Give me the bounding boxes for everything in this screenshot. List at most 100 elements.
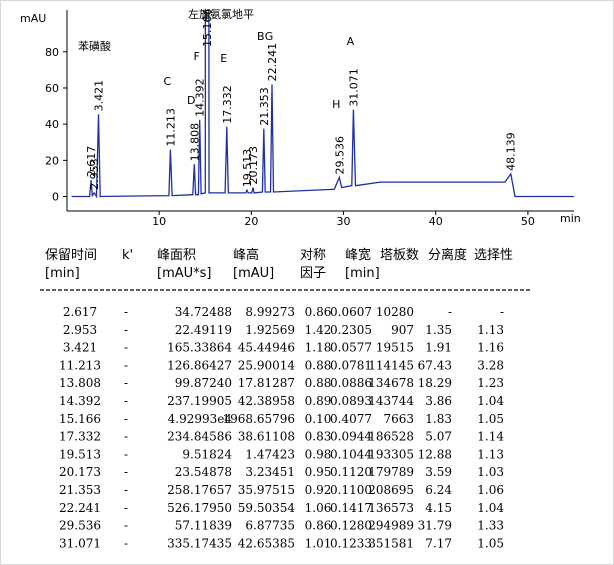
table-cell: 57.11839 [175, 519, 232, 533]
table-cell: 351581 [368, 536, 414, 550]
table-cell: 1.04 [477, 394, 504, 408]
table-cell: 1.16 [477, 341, 504, 355]
table-cell: 526.17950 [167, 501, 232, 515]
table-cell: 1968.65796 [222, 412, 295, 426]
table-cell: 7.17 [425, 536, 452, 550]
table-cell: - [124, 430, 128, 444]
table-cell: 8.99273 [245, 305, 295, 319]
table-cell: 31.071 [59, 536, 101, 550]
table-cell: - [124, 323, 128, 337]
table-cell: 42.38958 [238, 394, 295, 408]
table-cell: 114145 [368, 358, 414, 372]
column-header: 峰面积 [157, 248, 196, 263]
peak-label: 20.173 [247, 146, 260, 185]
column-header: 塔板数 [380, 248, 419, 263]
table-cell: 11.213 [59, 358, 101, 372]
column-header: 峰宽 [345, 247, 371, 263]
table-cell: 0.0944 [330, 430, 372, 444]
table-cell: 0.86 [305, 305, 332, 319]
table-cell: 0.89 [305, 394, 332, 408]
peak-label: 19.513 [241, 149, 254, 188]
table-cell: 193305 [368, 447, 414, 461]
table-cell: 0.10 [305, 412, 332, 426]
table-cell: 134678 [368, 376, 414, 390]
table-cell: - [124, 483, 128, 497]
peak-label: 13.808 [188, 123, 201, 162]
peak-letter: B [257, 30, 265, 43]
peak-label: 48.139 [505, 132, 518, 171]
table-cell: 18.29 [418, 376, 452, 390]
column-header: 分离度 [428, 247, 467, 263]
table-cell: 237.19905 [167, 394, 232, 408]
table-cell: 3.59 [425, 465, 452, 479]
table-cell: 1.05 [477, 412, 504, 426]
compound-label: 左旋氨氯地平 [188, 7, 254, 21]
table-cell: 14.392 [59, 394, 101, 408]
table-cell: - [124, 412, 128, 426]
table-cell: 34.72488 [175, 305, 232, 319]
peak-letter: C [164, 75, 172, 88]
peak-label: 2.617 [85, 146, 98, 178]
table-cell: 42.65385 [238, 536, 295, 550]
column-header: 保留时间 [45, 248, 97, 263]
table-cell: - [124, 376, 128, 390]
table-cell: - [124, 341, 128, 355]
table-cell: 4.92993e4 [168, 412, 233, 426]
table-cell: 0.1280 [330, 519, 372, 533]
peak-letter: F [194, 50, 200, 63]
x-tick-label: 50 [521, 215, 535, 228]
table-cell: - [124, 519, 128, 533]
table-cell: 208695 [368, 483, 414, 497]
table-cell: 3.421 [63, 341, 97, 355]
table-cell: 1.92569 [245, 323, 295, 337]
table-cell: 5.07 [425, 430, 452, 444]
table-cell: 0.1417 [330, 501, 372, 515]
table-cell: 99.87240 [175, 376, 232, 390]
table-cell: 1.35 [425, 323, 452, 337]
peak-label: 22.241 [266, 43, 279, 82]
table-cell: 1.13 [477, 323, 504, 337]
column-header: [mAU] [233, 266, 274, 281]
table-cell: 3.28 [477, 358, 504, 372]
table-cell: 3.86 [425, 394, 452, 408]
table-cell: 1.01 [305, 536, 332, 550]
table-cell: 1.06 [305, 501, 332, 515]
y-axis-label: mAU [20, 12, 46, 25]
table-cell: 6.87735 [245, 519, 295, 533]
x-tick-label: 40 [429, 215, 443, 228]
column-header: 选择性 [474, 248, 513, 263]
table-cell: - [124, 358, 128, 372]
table-cell: 179789 [368, 465, 414, 479]
table-cell: - [124, 447, 128, 461]
y-tick-label: 80 [45, 46, 59, 59]
column-header: 对称 [300, 248, 326, 263]
column-header: 因子 [300, 266, 326, 281]
peak-label: 2.953 [88, 158, 101, 190]
table-cell: 45.44946 [238, 341, 295, 355]
table-cell: 1.06 [477, 483, 504, 497]
table-cell: 1.14 [477, 430, 504, 444]
table-cell: - [124, 305, 128, 319]
table-cell: 31.79 [418, 519, 452, 533]
column-header: [min] [45, 266, 80, 281]
peak-label: 21.353 [258, 87, 271, 126]
table-cell: 22.49119 [175, 323, 232, 337]
table-cell: - [448, 305, 452, 319]
x-tick-label: 20 [244, 215, 258, 228]
peak-letter: H [332, 98, 340, 111]
peak-letter: E [220, 52, 227, 65]
table-cell: 0.1120 [330, 465, 372, 479]
table-cell: 0.95 [305, 465, 332, 479]
y-tick-label: 0 [52, 191, 59, 204]
table-cell: 10280 [376, 305, 414, 319]
peak-letter: A [347, 35, 355, 48]
peak-label: 29.536 [333, 136, 346, 175]
table-cell: 1.05 [477, 536, 504, 550]
table-cell: 0.0607 [330, 305, 372, 319]
peak-letter: G [265, 30, 274, 43]
table-cell: 7663 [383, 412, 414, 426]
table-cell: 0.2305 [330, 323, 372, 337]
table-cell: 22.241 [59, 501, 101, 515]
compound-label: 苯磺酸 [78, 39, 111, 53]
